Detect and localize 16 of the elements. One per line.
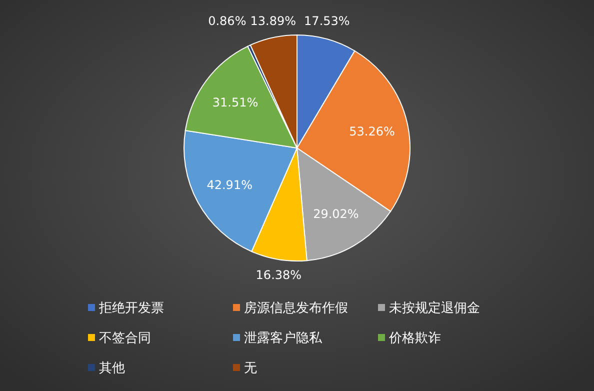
data-label: 29.02%: [313, 207, 359, 222]
data-label: 17.53%: [304, 14, 350, 28]
legend-label: 价格欺诈: [388, 331, 441, 346]
data-label: 31.51%: [212, 95, 258, 110]
data-label: 13.89%: [250, 14, 296, 28]
legend-label: 未按规定退佣金: [389, 301, 480, 316]
legend-label: 房源信息发布作假: [244, 300, 348, 316]
legend-label: 不签合同: [99, 331, 151, 346]
legend-label: 泄露客户隐私: [244, 330, 323, 346]
data-label: 42.91%: [206, 178, 252, 192]
legend-label: 其他: [99, 361, 125, 376]
data-label: 16.38%: [256, 268, 302, 282]
data-label: 0.86%: [208, 14, 246, 28]
legend-label: 拒绝开发票: [98, 301, 164, 316]
data-label: 53.26%: [349, 124, 395, 138]
legend-label: 无: [244, 361, 257, 376]
